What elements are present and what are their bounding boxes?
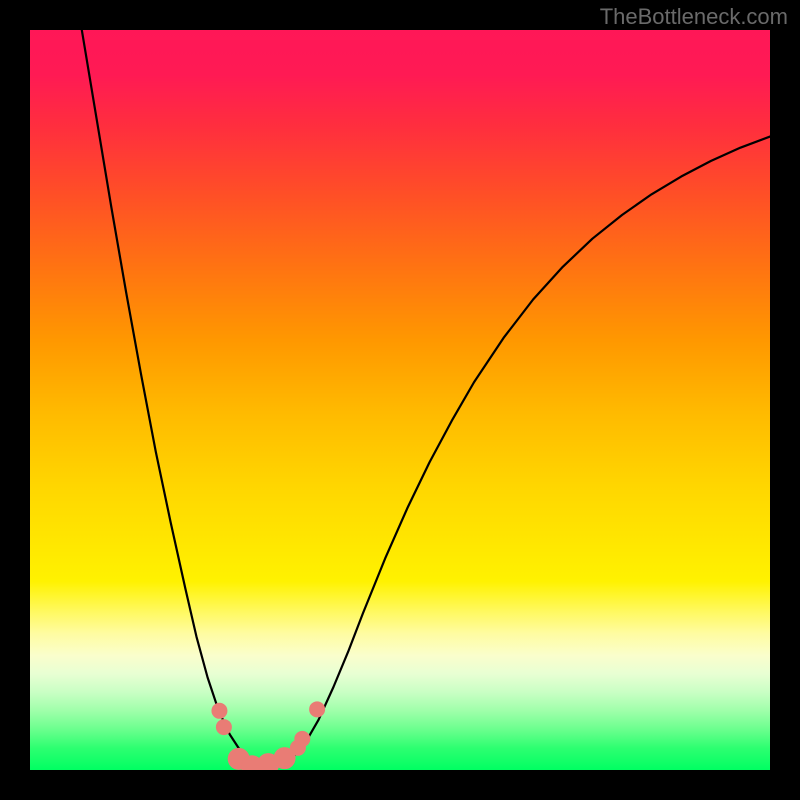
plot-area <box>30 30 770 770</box>
marker-dot <box>212 703 227 718</box>
data-markers <box>30 30 770 770</box>
watermark-text: TheBottleneck.com <box>600 4 788 30</box>
marker-dot <box>310 702 325 717</box>
chart-container: TheBottleneck.com <box>0 0 800 800</box>
marker-dot <box>295 731 310 746</box>
marker-dot <box>216 720 231 735</box>
